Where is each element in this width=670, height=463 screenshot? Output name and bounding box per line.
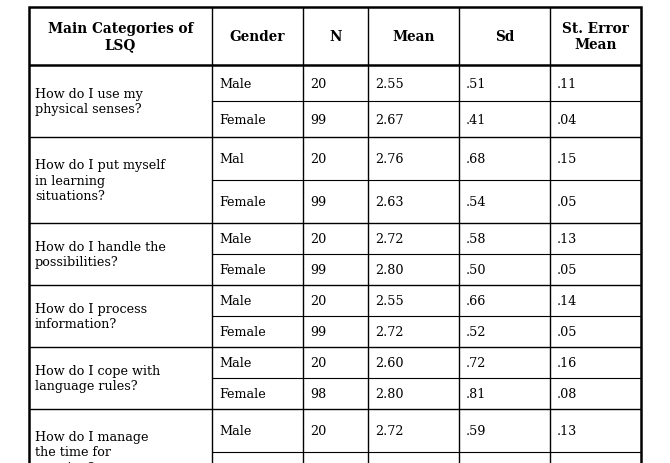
Text: Male: Male (219, 77, 251, 90)
Text: How do I cope with
language rules?: How do I cope with language rules? (35, 364, 160, 393)
Text: How do I manage
the time for
reacting?: How do I manage the time for reacting? (35, 430, 149, 463)
Text: .52: .52 (466, 325, 486, 338)
Text: Male: Male (219, 294, 251, 307)
Text: St. Error
Mean: St. Error Mean (562, 22, 629, 52)
Text: 20: 20 (310, 232, 326, 245)
Text: Female: Female (219, 325, 266, 338)
Text: 2.60: 2.60 (375, 356, 403, 369)
Text: 2.76: 2.76 (375, 153, 403, 166)
Text: How do I process
information?: How do I process information? (35, 302, 147, 331)
Text: 99: 99 (310, 263, 326, 276)
Text: 20: 20 (310, 153, 326, 166)
Text: Sd: Sd (495, 30, 514, 44)
Text: .13: .13 (557, 232, 578, 245)
Text: 2.72: 2.72 (375, 232, 403, 245)
Text: 2.55: 2.55 (375, 77, 404, 90)
Text: .41: .41 (466, 113, 486, 126)
Text: .66: .66 (466, 294, 486, 307)
Text: .08: .08 (557, 387, 578, 400)
Text: Female: Female (219, 387, 266, 400)
Text: 20: 20 (310, 356, 326, 369)
Text: .81: .81 (466, 387, 486, 400)
Text: 2.80: 2.80 (375, 263, 403, 276)
Text: How do I handle the
possibilities?: How do I handle the possibilities? (35, 240, 166, 269)
Text: .50: .50 (466, 263, 486, 276)
Text: 99: 99 (310, 195, 326, 208)
Text: How do I put myself
in learning
situations?: How do I put myself in learning situatio… (35, 159, 165, 203)
Text: 20: 20 (310, 294, 326, 307)
Text: Female: Female (219, 113, 266, 126)
Text: 2.72: 2.72 (375, 325, 403, 338)
Text: .13: .13 (557, 424, 578, 437)
Text: Male: Male (219, 232, 251, 245)
Text: 2.72: 2.72 (375, 424, 403, 437)
Text: Female: Female (219, 263, 266, 276)
Text: .58: .58 (466, 232, 486, 245)
Text: 20: 20 (310, 77, 326, 90)
Text: N: N (329, 30, 342, 44)
Text: Male: Male (219, 424, 251, 437)
Text: .14: .14 (557, 294, 578, 307)
Text: 2.67: 2.67 (375, 113, 403, 126)
Text: .05: .05 (557, 263, 578, 276)
Text: .16: .16 (557, 356, 578, 369)
Text: Female: Female (219, 195, 266, 208)
Text: .11: .11 (557, 77, 577, 90)
Text: .68: .68 (466, 153, 486, 166)
Text: .05: .05 (557, 195, 578, 208)
Text: Mal: Mal (219, 153, 244, 166)
Text: How do I use my
physical senses?: How do I use my physical senses? (35, 88, 143, 116)
Text: 2.55: 2.55 (375, 294, 404, 307)
Text: .51: .51 (466, 77, 486, 90)
Text: .15: .15 (557, 153, 578, 166)
Text: .59: .59 (466, 424, 486, 437)
Text: .05: .05 (557, 325, 578, 338)
Text: Mean: Mean (392, 30, 435, 44)
Text: .04: .04 (557, 113, 578, 126)
Text: 20: 20 (310, 424, 326, 437)
Text: 99: 99 (310, 325, 326, 338)
Text: 2.80: 2.80 (375, 387, 403, 400)
Text: Male: Male (219, 356, 251, 369)
Text: 99: 99 (310, 113, 326, 126)
Text: Main Categories of
LSQ: Main Categories of LSQ (48, 22, 193, 52)
Text: 98: 98 (310, 387, 326, 400)
Text: .72: .72 (466, 356, 486, 369)
Text: Gender: Gender (230, 30, 285, 44)
Text: 2.63: 2.63 (375, 195, 403, 208)
Text: .54: .54 (466, 195, 486, 208)
